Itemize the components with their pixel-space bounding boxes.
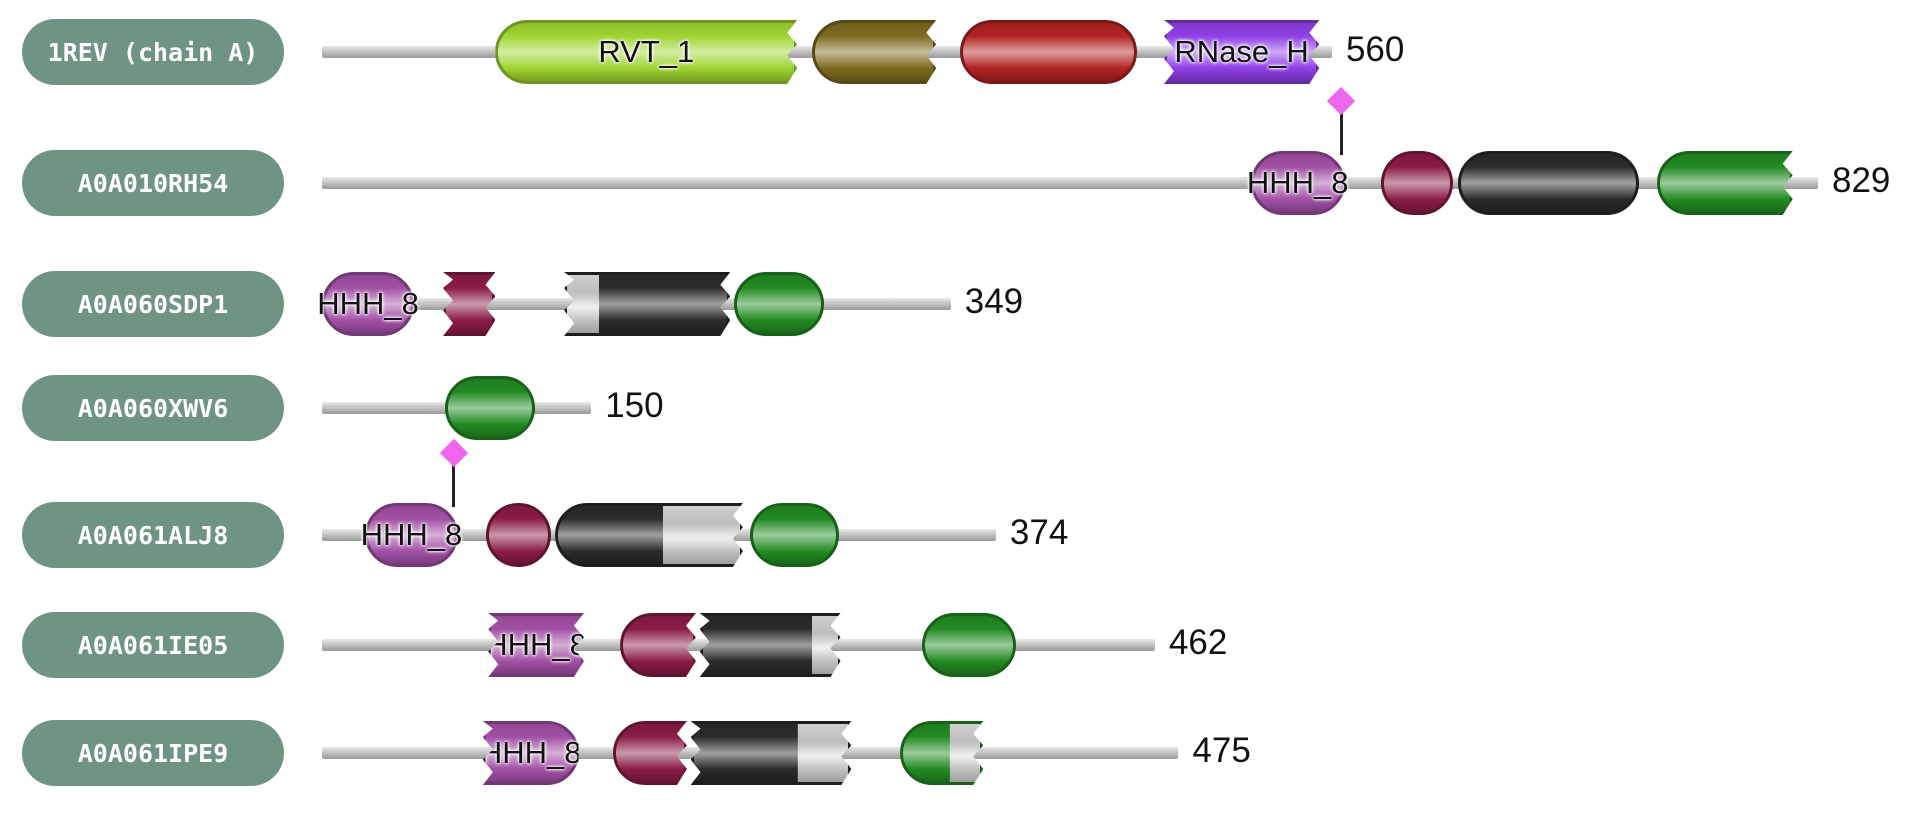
domain-rvt-1[interactable]: RVT_1 xyxy=(495,20,797,84)
domain-unlabeled-black[interactable] xyxy=(555,503,743,567)
domain-unlabeled-green[interactable] xyxy=(900,721,983,785)
sequence-label[interactable]: A0A010RH54 xyxy=(22,150,284,216)
sequence-length: 560 xyxy=(1345,30,1405,69)
domain-hhh-8[interactable]: HHH_8 xyxy=(488,613,584,677)
domain-unlabeled-black[interactable] xyxy=(564,272,730,336)
domain-unlabeled-red[interactable] xyxy=(959,20,1137,84)
domain-rnase-h[interactable]: RNase_H xyxy=(1164,20,1319,84)
domain-label: HHH_8 xyxy=(1246,165,1349,200)
domain-hhh-8[interactable]: HHH_8 xyxy=(1247,151,1348,215)
domain-unlabeled-green[interactable] xyxy=(750,503,839,567)
sequence-label[interactable]: A0A061ALJ8 xyxy=(22,502,284,568)
sequence-length: 462 xyxy=(1168,623,1228,662)
site-marker-diamond-icon[interactable] xyxy=(439,438,469,468)
domain-label: HHH_8 xyxy=(479,735,582,770)
domain-unlabeled-green[interactable] xyxy=(921,613,1016,677)
domain-hhh-8[interactable]: HHH_8 xyxy=(479,721,582,785)
domain-label: RVT_1 xyxy=(598,34,695,69)
sequence-label[interactable]: 1REV (chain A) xyxy=(22,19,284,85)
domain-unlabeled-olive[interactable] xyxy=(812,20,937,84)
domain-unlabeled-maroon[interactable] xyxy=(613,721,687,785)
domain-unlabeled-black[interactable] xyxy=(1458,151,1640,215)
domain-unlabeled-black[interactable] xyxy=(691,721,852,785)
sequence-length: 374 xyxy=(1009,513,1069,552)
domain-unlabeled-maroon[interactable] xyxy=(1380,151,1454,215)
domain-unlabeled-black[interactable] xyxy=(700,613,841,677)
domain-unlabeled-maroon[interactable] xyxy=(486,503,552,567)
sequence-length: 829 xyxy=(1832,161,1891,200)
sequence-label[interactable]: A0A060XWV6 xyxy=(22,375,284,441)
domain-unlabeled-green[interactable] xyxy=(1657,151,1793,215)
domain-unlabeled-maroon[interactable] xyxy=(443,272,495,336)
sequence-length: 349 xyxy=(964,282,1024,321)
site-marker-stem xyxy=(452,459,456,507)
domain-label: HHH_8 xyxy=(317,286,419,321)
domain-unlabeled-green[interactable] xyxy=(733,272,825,336)
sequence-length: 475 xyxy=(1192,731,1251,770)
domain-unlabeled-green[interactable] xyxy=(444,376,536,440)
sequence-label[interactable]: A0A061IPE9 xyxy=(22,720,284,786)
domain-label: HHH_8 xyxy=(485,627,587,662)
domain-label: RNase_H xyxy=(1174,34,1309,69)
site-marker-diamond-icon[interactable] xyxy=(1326,86,1356,116)
domain-unlabeled-maroon[interactable] xyxy=(620,613,696,677)
domain-hhh-8[interactable]: HHH_8 xyxy=(361,503,462,567)
sequence-label[interactable]: A0A060SDP1 xyxy=(22,271,284,337)
domain-label: HHH_8 xyxy=(360,517,463,552)
site-marker-stem xyxy=(1339,107,1343,155)
domain-hhh-8[interactable]: HHH_8 xyxy=(317,272,419,336)
sequence-label[interactable]: A0A061IE05 xyxy=(22,612,284,678)
sequence-length: 150 xyxy=(605,386,664,425)
